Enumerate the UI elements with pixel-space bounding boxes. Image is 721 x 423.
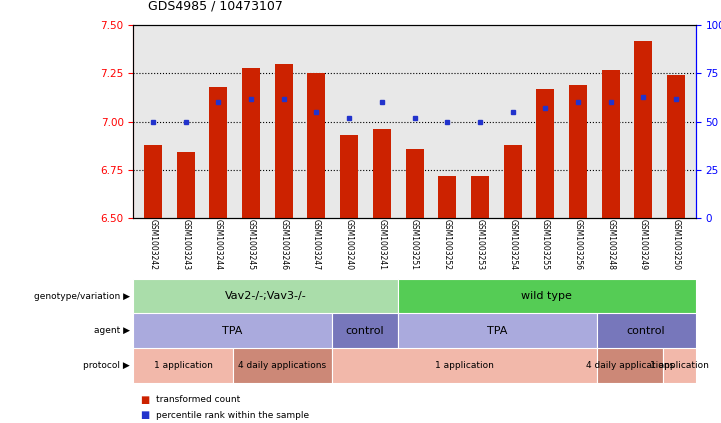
Text: Vav2-/-;Vav3-/-: Vav2-/-;Vav3-/- (225, 291, 306, 301)
Bar (667, 75, 685, 218)
Bar (438, 176, 456, 218)
Bar (177, 152, 195, 218)
Text: GDS4985 / 10473107: GDS4985 / 10473107 (148, 0, 283, 13)
Bar (398, 313, 596, 348)
Bar (233, 348, 332, 383)
Text: protocol ▶: protocol ▶ (83, 361, 130, 370)
Bar (471, 176, 489, 218)
Text: ■: ■ (141, 410, 150, 420)
Bar (340, 135, 358, 218)
Text: TPA: TPA (223, 326, 243, 336)
Bar (332, 313, 398, 348)
Bar (133, 348, 233, 383)
Text: agent ▶: agent ▶ (94, 326, 130, 335)
Bar (634, 41, 653, 218)
Bar (406, 148, 423, 218)
Bar (596, 313, 696, 348)
Bar (504, 145, 522, 218)
Text: ■: ■ (141, 395, 150, 405)
Text: 4 daily applications: 4 daily applications (238, 361, 327, 370)
Bar (307, 74, 325, 218)
Bar (209, 87, 227, 218)
Bar (332, 348, 596, 383)
Bar (275, 64, 293, 218)
Text: 1 application: 1 application (435, 361, 494, 370)
Text: 4 daily applications: 4 daily applications (585, 361, 673, 370)
Bar (133, 313, 332, 348)
Bar (398, 279, 696, 313)
Text: control: control (627, 326, 665, 336)
Text: wild type: wild type (521, 291, 572, 301)
Text: genotype/variation ▶: genotype/variation ▶ (34, 291, 130, 301)
Text: TPA: TPA (487, 326, 508, 336)
Bar (663, 348, 696, 383)
Bar (569, 85, 587, 218)
Bar (602, 70, 620, 218)
Text: control: control (345, 326, 384, 336)
Text: percentile rank within the sample: percentile rank within the sample (156, 411, 309, 420)
Text: 1 application: 1 application (154, 361, 213, 370)
Bar (133, 279, 398, 313)
Bar (144, 145, 162, 218)
Bar (536, 89, 554, 218)
Bar (242, 68, 260, 218)
Text: 1 application: 1 application (650, 361, 709, 370)
Text: transformed count: transformed count (156, 395, 241, 404)
Bar (596, 348, 663, 383)
Bar (373, 129, 391, 218)
